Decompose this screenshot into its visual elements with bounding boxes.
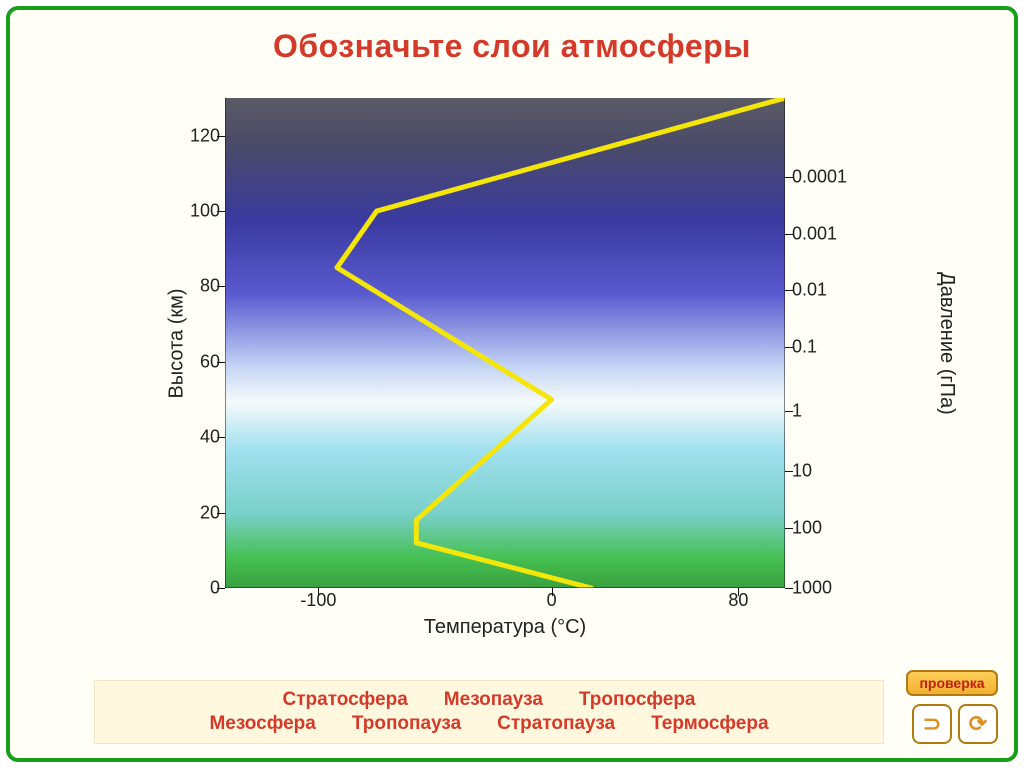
y-right-tick: 0.01 <box>792 280 882 301</box>
y-right-tick: 10 <box>792 461 882 482</box>
layer-label[interactable]: Термосфера <box>651 713 768 735</box>
refresh-button[interactable]: ⟳ <box>958 704 998 744</box>
temperature-line <box>225 98 785 588</box>
slide-frame: Обозначьте слои атмосферы Высота (км) Да… <box>6 6 1018 762</box>
x-axis-label: Температура (°C) <box>225 616 785 639</box>
y-left-ticks: 020406080100120 <box>130 98 220 588</box>
y-right-axis-label: Давление (гПа) <box>875 98 1018 588</box>
y-right-tick: 0.0001 <box>792 167 882 188</box>
y-right-tick: 1000 <box>792 578 882 599</box>
y-right-tick: 0.001 <box>792 223 882 244</box>
x-ticks: -100080 <box>225 590 785 614</box>
y-left-tick: 60 <box>130 351 220 372</box>
y-left-tick: 120 <box>130 125 220 146</box>
y-left-tick: 0 <box>130 578 220 599</box>
back-button[interactable]: ⊃ <box>912 704 952 744</box>
layer-label[interactable]: Мезопауза <box>444 689 543 711</box>
atmosphere-chart: Высота (км) Давление (гПа) 0204060801001… <box>130 88 890 648</box>
y-left-tick: 40 <box>130 427 220 448</box>
layer-label[interactable]: Тропосфера <box>579 689 696 711</box>
layer-label[interactable]: Стратопауза <box>497 713 615 735</box>
layer-label[interactable]: Мезосфера <box>209 713 315 735</box>
y-right-tick: 0.1 <box>792 336 882 357</box>
layer-label[interactable]: Стратосфера <box>283 689 408 711</box>
page-title: Обозначьте слои атмосферы <box>10 28 1014 65</box>
plot-area <box>225 98 785 588</box>
y-right-ticks: 10001001010.10.010.0010.0001 <box>792 98 882 588</box>
labels-row-2: Мезосфера Тропопауза Стратопауза Термосф… <box>209 713 768 735</box>
refresh-icon: ⟳ <box>969 711 987 737</box>
y-left-tick: 80 <box>130 276 220 297</box>
y-right-tick: 100 <box>792 517 882 538</box>
labels-row-1: Стратосфера Мезопауза Тропосфера <box>283 689 696 711</box>
back-icon: ⊃ <box>923 711 941 737</box>
y-right-tick: 1 <box>792 400 882 421</box>
nav-buttons: ⊃ ⟳ <box>912 704 998 744</box>
check-button[interactable]: проверка <box>906 670 998 696</box>
layer-label[interactable]: Тропопауза <box>352 713 461 735</box>
layer-labels-bar: Стратосфера Мезопауза Тропосфера Мезосфе… <box>94 680 884 744</box>
y-left-tick: 100 <box>130 201 220 222</box>
y-left-tick: 20 <box>130 502 220 523</box>
